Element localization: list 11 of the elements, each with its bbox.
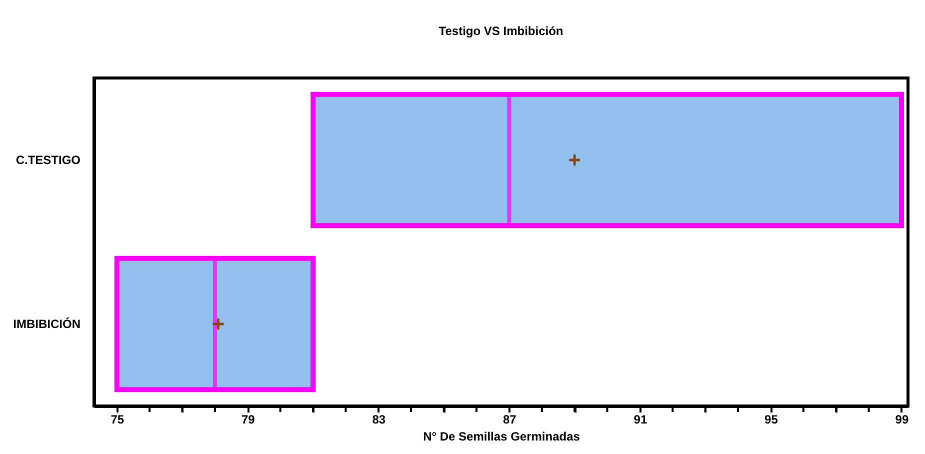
x-tick-label: 79: [241, 412, 256, 426]
y-tick-label: IMBIBICIÓN: [13, 317, 80, 331]
x-tick-label: 95: [764, 412, 778, 426]
x-tick-label: 75: [110, 412, 124, 426]
x-tick-label: 99: [895, 412, 909, 426]
x-tick-label: 87: [502, 412, 517, 426]
y-tick-label: C.TESTIGO: [16, 153, 80, 167]
x-axis-title: N° De Semillas Germinadas: [423, 430, 580, 444]
x-tick-label: 83: [372, 412, 386, 426]
chart-title: Testigo VS Imbibición: [438, 24, 564, 38]
x-tick-label: 91: [634, 412, 648, 426]
